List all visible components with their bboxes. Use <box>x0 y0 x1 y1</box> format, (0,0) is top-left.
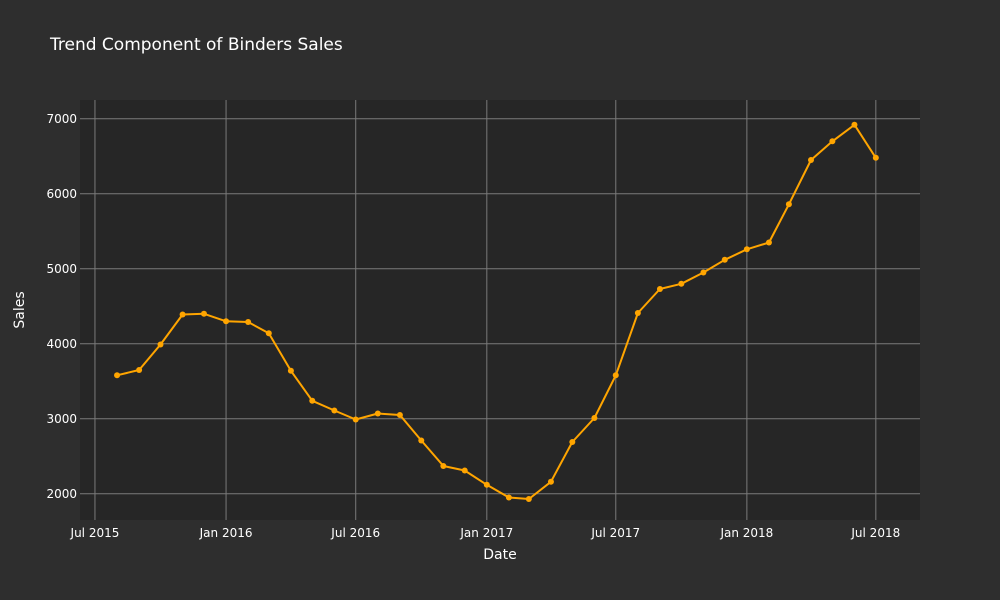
x-tick-label: Jan 2017 <box>459 526 513 540</box>
y-axis-title: Sales <box>12 291 28 328</box>
data-point[interactable] <box>807 157 814 163</box>
data-point[interactable] <box>785 201 792 208</box>
data-point[interactable] <box>678 280 685 287</box>
x-tick-label: Jan 2016 <box>199 526 253 540</box>
y-tick-label: 6000 <box>46 187 77 201</box>
data-point[interactable] <box>136 367 143 373</box>
data-point[interactable] <box>461 467 468 474</box>
data-point[interactable] <box>505 494 512 501</box>
data-point[interactable] <box>331 407 338 414</box>
y-tick-label: 4000 <box>46 337 77 351</box>
data-point[interactable] <box>700 269 707 276</box>
data-point[interactable] <box>223 318 230 325</box>
data-point[interactable] <box>721 256 728 263</box>
data-point[interactable] <box>265 330 272 337</box>
data-point[interactable] <box>743 246 750 253</box>
data-point[interactable] <box>245 319 252 325</box>
data-point[interactable] <box>851 121 858 128</box>
plot-area <box>80 100 920 520</box>
x-tick-label: Jul 2015 <box>70 526 120 540</box>
data-point[interactable] <box>309 397 316 404</box>
data-point[interactable] <box>829 138 836 145</box>
x-tick-label: Jan 2018 <box>719 526 773 540</box>
data-point[interactable] <box>200 310 207 317</box>
tick-labels: Jul 2015 Jan 2016 Jul 2016 Jan 2017 Jul 2017… <box>46 112 900 540</box>
y-tick-label: 7000 <box>46 112 77 126</box>
chart-title: Trend Component of Binders Sales <box>49 35 343 55</box>
y-tick-label: 3000 <box>46 412 77 426</box>
y-tick-label: 5000 <box>46 262 77 276</box>
data-point[interactable] <box>179 311 186 318</box>
x-axis-title: Date <box>483 547 516 563</box>
data-point[interactable] <box>114 372 121 379</box>
data-point[interactable] <box>569 439 576 445</box>
x-tick-label: Jul 2017 <box>590 526 640 540</box>
data-point[interactable] <box>634 310 641 316</box>
y-tick-label: 2000 <box>46 487 77 501</box>
data-point[interactable] <box>157 341 164 348</box>
data-point[interactable] <box>418 437 425 444</box>
x-tick-label: Jul 2018 <box>850 526 900 540</box>
data-point[interactable] <box>656 286 663 292</box>
data-point[interactable] <box>396 412 403 418</box>
grid-lines <box>80 100 920 520</box>
x-tick-label: Jul 2016 <box>330 526 380 540</box>
series-layer <box>114 121 879 502</box>
data-point[interactable] <box>352 416 359 423</box>
data-point[interactable] <box>591 415 598 421</box>
data-point[interactable] <box>547 478 554 485</box>
series-line <box>116 123 877 500</box>
data-point[interactable] <box>872 154 879 161</box>
data-point[interactable] <box>765 239 772 246</box>
data-point[interactable] <box>374 410 381 417</box>
data-point[interactable] <box>525 496 532 502</box>
data-point[interactable] <box>440 463 447 469</box>
data-point[interactable] <box>287 367 294 374</box>
data-point[interactable] <box>612 372 619 379</box>
data-point[interactable] <box>483 481 490 488</box>
